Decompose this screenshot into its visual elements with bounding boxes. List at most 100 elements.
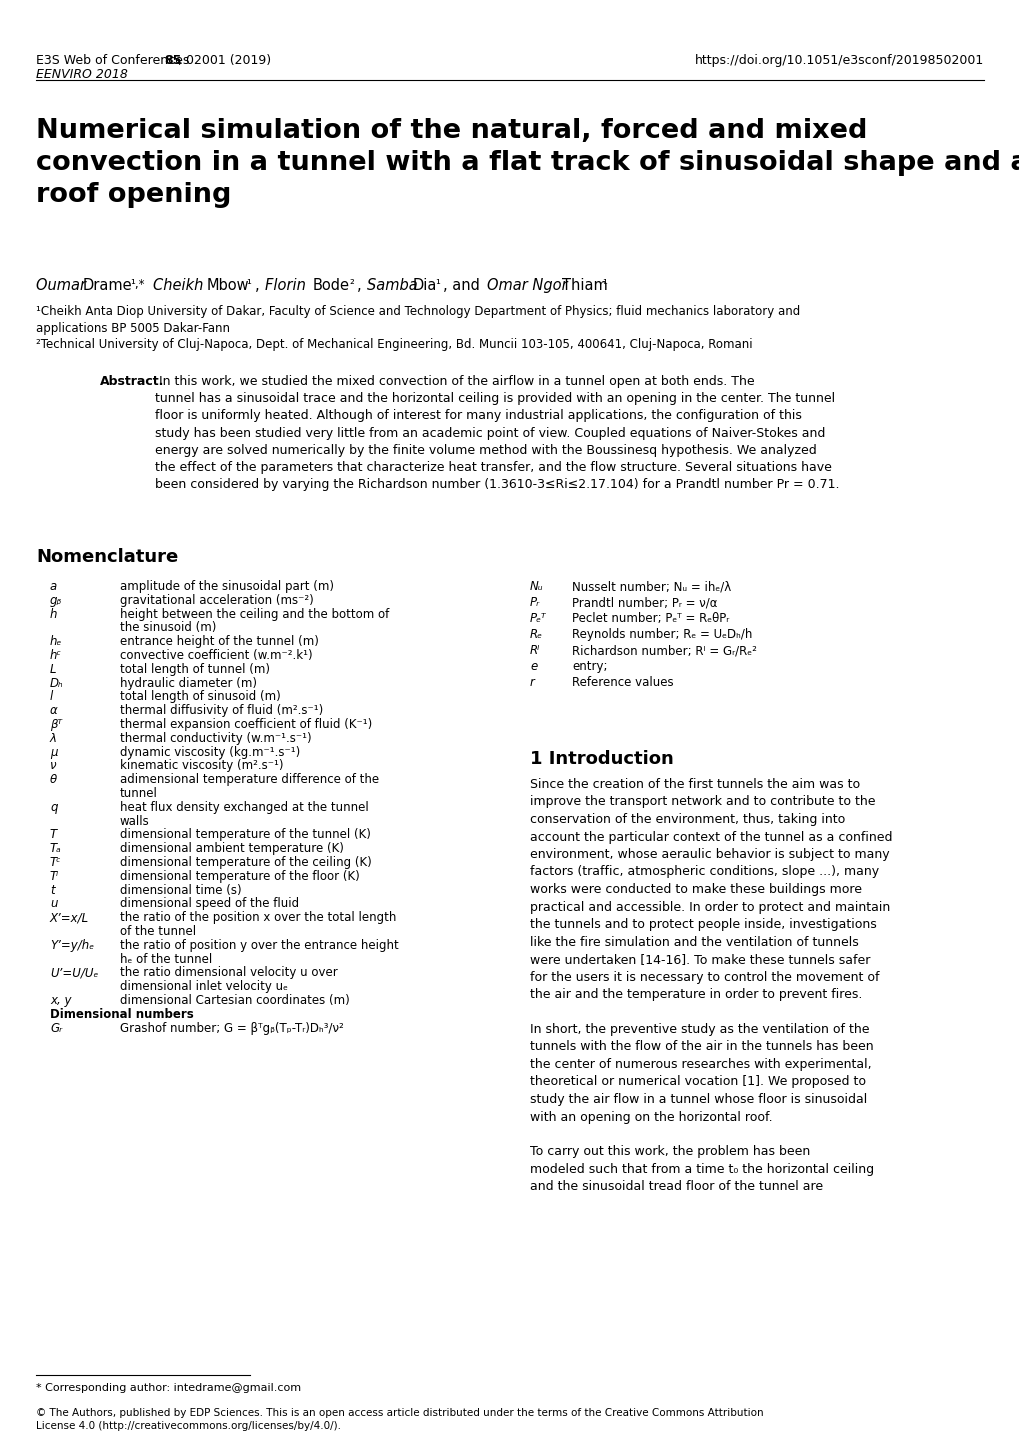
- Text: height between the ceiling and the bottom of: height between the ceiling and the botto…: [120, 607, 389, 620]
- Text: Tₐ: Tₐ: [50, 842, 62, 855]
- Text: , and: , and: [442, 278, 484, 293]
- Text: Y’=y/hₑ: Y’=y/hₑ: [50, 939, 94, 952]
- Text: Nomenclature: Nomenclature: [36, 548, 178, 567]
- Text: Rᴵ: Rᴵ: [530, 645, 540, 658]
- Text: Abstract.: Abstract.: [100, 375, 164, 388]
- Text: Pᵣ: Pᵣ: [530, 596, 540, 609]
- Text: the sinusoid (m): the sinusoid (m): [120, 622, 216, 634]
- Text: θ: θ: [50, 773, 57, 786]
- Text: In this work, we studied the mixed convection of the airflow in a tunnel open at: In this work, we studied the mixed conve…: [155, 375, 839, 492]
- Text: Dₕ: Dₕ: [50, 676, 63, 689]
- Text: Peclet number; Pₑᵀ = RₑθPᵣ: Peclet number; Pₑᵀ = RₑθPᵣ: [572, 611, 729, 624]
- Text: α: α: [50, 704, 58, 717]
- Text: T: T: [50, 828, 57, 841]
- Text: ν: ν: [50, 760, 57, 773]
- Text: a: a: [50, 580, 57, 593]
- Text: Since the creation of the first tunnels the aim was to
improve the transport net: Since the creation of the first tunnels …: [530, 779, 892, 1194]
- Text: total length of sinusoid (m): total length of sinusoid (m): [120, 691, 280, 704]
- Text: hᶜ: hᶜ: [50, 649, 62, 662]
- Text: u: u: [50, 897, 57, 910]
- Text: Bode: Bode: [313, 278, 350, 293]
- Text: Prandtl number; Pᵣ = ν/α: Prandtl number; Pᵣ = ν/α: [572, 596, 716, 609]
- Text: dimensional ambient temperature (K): dimensional ambient temperature (K): [120, 842, 343, 855]
- Text: x, y: x, y: [50, 994, 71, 1007]
- Text: of the tunnel: of the tunnel: [120, 924, 196, 937]
- Text: U’=U/Uₑ: U’=U/Uₑ: [50, 966, 98, 979]
- Text: dimensional inlet velocity uₑ: dimensional inlet velocity uₑ: [120, 981, 287, 994]
- Text: l: l: [50, 691, 53, 704]
- Text: L: L: [50, 663, 56, 676]
- Text: Numerical simulation of the natural, forced and mixed
convection in a tunnel wit: Numerical simulation of the natural, for…: [36, 118, 1019, 208]
- Text: ¹: ¹: [601, 278, 606, 291]
- Text: ,: ,: [357, 278, 366, 293]
- Text: thermal expansion coefficient of fluid (K⁻¹): thermal expansion coefficient of fluid (…: [120, 718, 372, 731]
- Text: the ratio dimensional velocity u over: the ratio dimensional velocity u over: [120, 966, 337, 979]
- Text: amplitude of the sinusoidal part (m): amplitude of the sinusoidal part (m): [120, 580, 333, 593]
- Text: Rₑ: Rₑ: [530, 629, 542, 642]
- Text: μ: μ: [50, 746, 57, 758]
- Text: hₑ of the tunnel: hₑ of the tunnel: [120, 953, 212, 966]
- Text: Pₑᵀ: Pₑᵀ: [530, 611, 546, 624]
- Text: Samba: Samba: [367, 278, 422, 293]
- Text: dynamic viscosity (kg.m⁻¹.s⁻¹): dynamic viscosity (kg.m⁻¹.s⁻¹): [120, 746, 300, 758]
- Text: heat flux density exchanged at the tunnel: heat flux density exchanged at the tunne…: [120, 800, 369, 813]
- Text: tunnel: tunnel: [120, 787, 158, 800]
- Text: Nusselt number; Nᵤ = ihₑ/λ: Nusselt number; Nᵤ = ihₑ/λ: [572, 580, 731, 593]
- Text: Grashof number; G = βᵀgᵦ(Tₚ-Tᵣ)Dₕ³/ν²: Grashof number; G = βᵀgᵦ(Tₚ-Tᵣ)Dₕ³/ν²: [120, 1021, 343, 1034]
- Text: * Corresponding author: intedrame@gmail.com: * Corresponding author: intedrame@gmail.…: [36, 1383, 301, 1393]
- Text: Reynolds number; Rₑ = UₑDₕ/h: Reynolds number; Rₑ = UₑDₕ/h: [572, 629, 752, 642]
- Text: gravitational acceleration (ms⁻²): gravitational acceleration (ms⁻²): [120, 594, 314, 607]
- Text: Mbow: Mbow: [207, 278, 250, 293]
- Text: hydraulic diameter (m): hydraulic diameter (m): [120, 676, 257, 689]
- Text: 1 Introduction: 1 Introduction: [530, 750, 674, 769]
- Text: walls: walls: [120, 815, 150, 828]
- Text: dimensional temperature of the ceiling (K): dimensional temperature of the ceiling (…: [120, 857, 371, 870]
- Text: Gᵣ: Gᵣ: [50, 1021, 62, 1034]
- Text: Drame: Drame: [83, 278, 132, 293]
- Text: EENVIRO 2018: EENVIRO 2018: [36, 68, 127, 81]
- Text: βᵀ: βᵀ: [50, 718, 62, 731]
- Text: hₑ: hₑ: [50, 634, 62, 649]
- Text: https://doi.org/10.1051/e3sconf/20198502001: https://doi.org/10.1051/e3sconf/20198502…: [694, 53, 983, 66]
- Text: ¹,*: ¹,*: [129, 278, 145, 291]
- Text: Nᵤ: Nᵤ: [530, 580, 543, 593]
- Text: t: t: [50, 884, 55, 897]
- Text: ²: ²: [348, 278, 354, 291]
- Text: e: e: [530, 660, 537, 673]
- Text: entry;: entry;: [572, 660, 607, 673]
- Text: 85: 85: [164, 53, 181, 66]
- Text: kinematic viscosity (m².s⁻¹): kinematic viscosity (m².s⁻¹): [120, 760, 283, 773]
- Text: λ: λ: [50, 731, 57, 746]
- Text: convective coefficient (w.m⁻².k¹): convective coefficient (w.m⁻².k¹): [120, 649, 312, 662]
- Text: X’=x/L: X’=x/L: [50, 911, 89, 924]
- Text: dimensional speed of the fluid: dimensional speed of the fluid: [120, 897, 299, 910]
- Text: Richardson number; Rᴵ = Gᵣ/Rₑ²: Richardson number; Rᴵ = Gᵣ/Rₑ²: [572, 645, 756, 658]
- Text: dimensional Cartesian coordinates (m): dimensional Cartesian coordinates (m): [120, 994, 350, 1007]
- Text: q: q: [50, 800, 57, 813]
- Text: Oumar: Oumar: [36, 278, 91, 293]
- Text: Reference values: Reference values: [572, 676, 673, 689]
- Text: the ratio of the position x over the total length: the ratio of the position x over the tot…: [120, 911, 396, 924]
- Text: dimensional temperature of the tunnel (K): dimensional temperature of the tunnel (K…: [120, 828, 371, 841]
- Text: thermal conductivity (w.m⁻¹.s⁻¹): thermal conductivity (w.m⁻¹.s⁻¹): [120, 731, 312, 746]
- Text: r: r: [530, 676, 534, 689]
- Text: , 02001 (2019): , 02001 (2019): [178, 53, 271, 66]
- Text: E3S Web of Conferences: E3S Web of Conferences: [36, 53, 194, 66]
- Text: ¹Cheikh Anta Diop University of Dakar, Faculty of Science and Technology Departm: ¹Cheikh Anta Diop University of Dakar, F…: [36, 306, 800, 335]
- Text: adimensional temperature difference of the: adimensional temperature difference of t…: [120, 773, 379, 786]
- Text: the ratio of position y over the entrance height: the ratio of position y over the entranc…: [120, 939, 398, 952]
- Text: gᵦ: gᵦ: [50, 594, 62, 607]
- Text: ,: ,: [255, 278, 264, 293]
- Text: ¹: ¹: [246, 278, 251, 291]
- Text: Thiam: Thiam: [561, 278, 607, 293]
- Text: Tⁱ: Tⁱ: [50, 870, 59, 883]
- Text: © The Authors, published by EDP Sciences. This is an open access article distrib: © The Authors, published by EDP Sciences…: [36, 1407, 763, 1432]
- Text: Tᶜ: Tᶜ: [50, 857, 61, 870]
- Text: entrance height of the tunnel (m): entrance height of the tunnel (m): [120, 634, 319, 649]
- Text: total length of tunnel (m): total length of tunnel (m): [120, 663, 270, 676]
- Text: dimensional temperature of the floor (K): dimensional temperature of the floor (K): [120, 870, 360, 883]
- Text: ²Technical University of Cluj-Napoca, Dept. of Mechanical Engineering, Bd. Munci: ²Technical University of Cluj-Napoca, De…: [36, 337, 752, 350]
- Text: thermal diffusivity of fluid (m².s⁻¹): thermal diffusivity of fluid (m².s⁻¹): [120, 704, 323, 717]
- Text: dimensional time (s): dimensional time (s): [120, 884, 242, 897]
- Text: Florin: Florin: [265, 278, 310, 293]
